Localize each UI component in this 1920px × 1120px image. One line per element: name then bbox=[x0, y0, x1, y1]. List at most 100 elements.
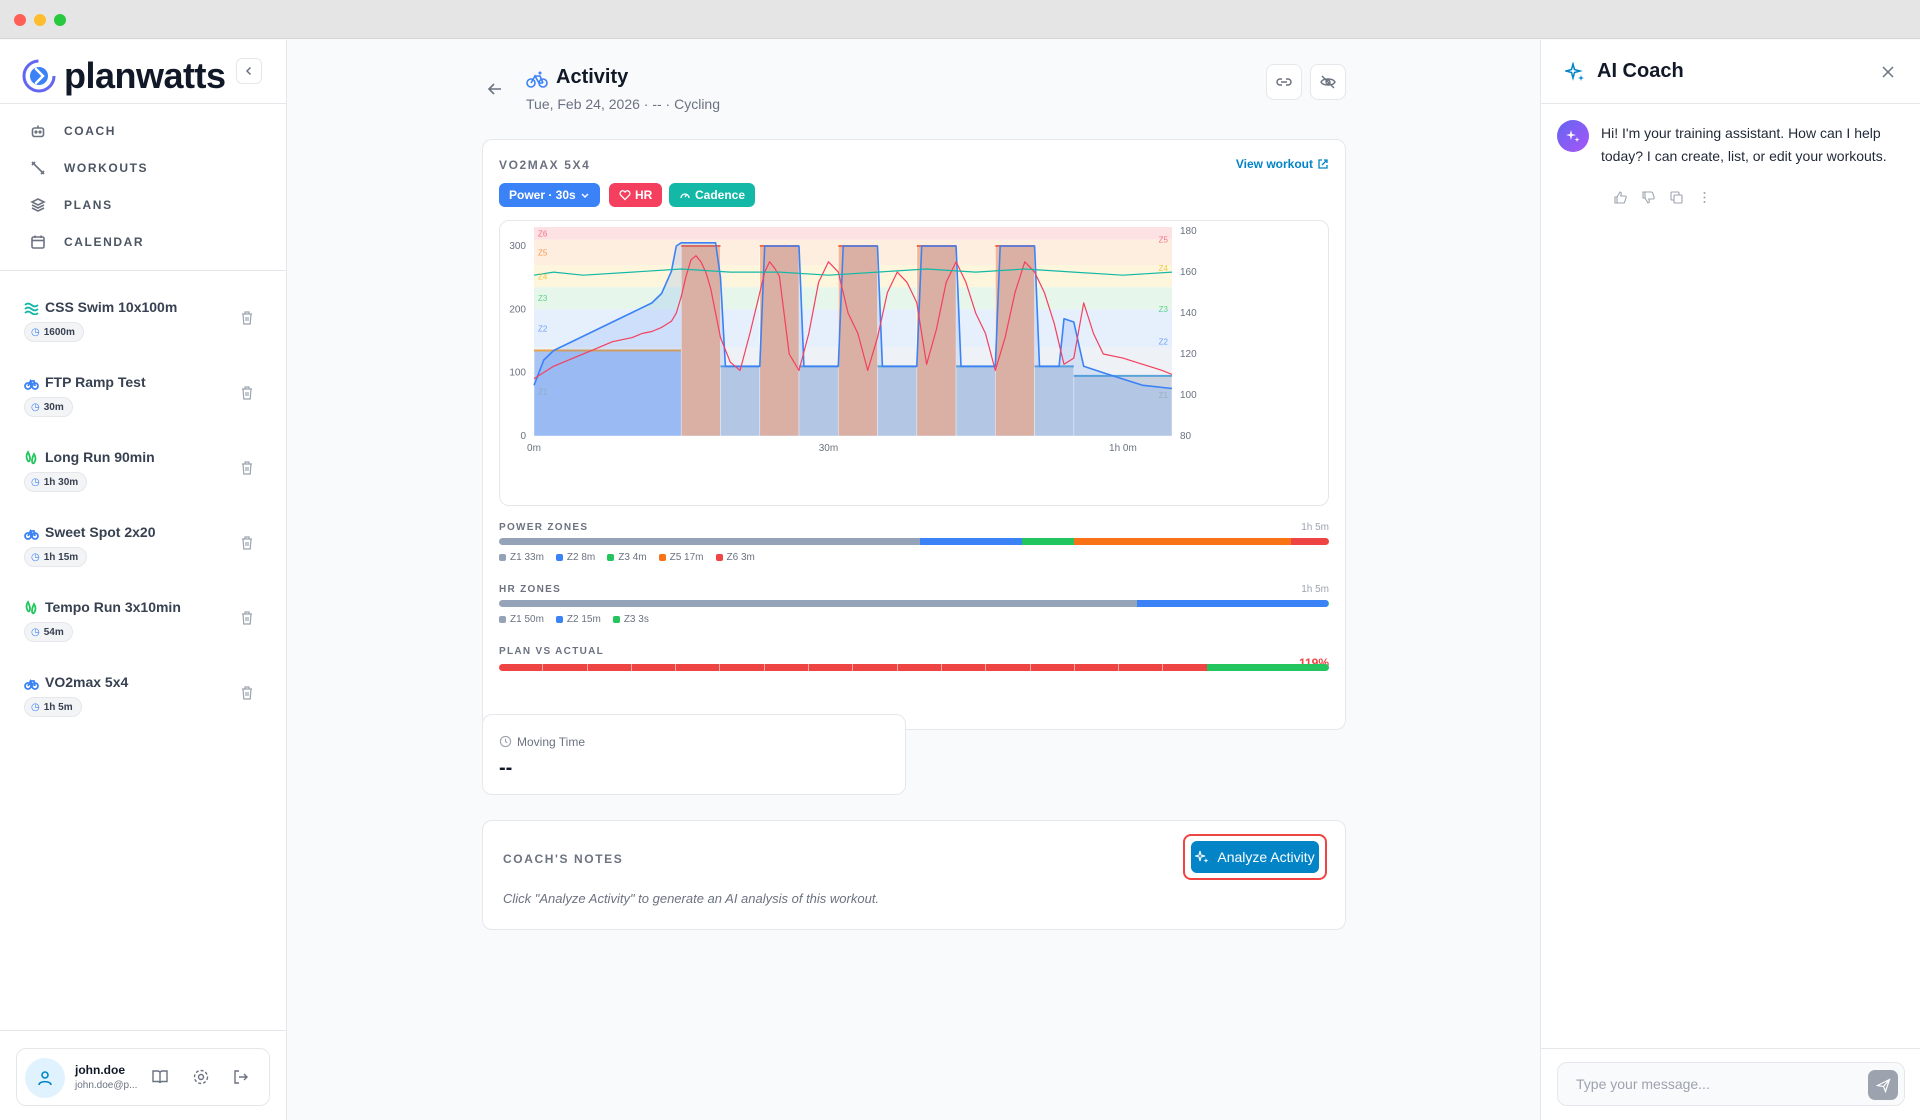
bicycle-icon bbox=[24, 678, 39, 690]
user-icon bbox=[38, 1071, 52, 1086]
minimize-window-button[interactable] bbox=[34, 14, 46, 26]
y-right-tick-label: 140 bbox=[1180, 308, 1197, 319]
zone-swatch bbox=[555, 554, 563, 561]
nav-item-plans[interactable]: PLANS bbox=[30, 186, 270, 223]
nav-item-calendar[interactable]: CALENDAR bbox=[30, 223, 270, 260]
trash-icon[interactable] bbox=[240, 685, 254, 701]
user-card: john.doe john.doe@p... bbox=[16, 1048, 270, 1106]
divider bbox=[1541, 1048, 1920, 1049]
y-right-tick-label: 120 bbox=[1180, 349, 1197, 360]
send-button[interactable] bbox=[1868, 1070, 1898, 1100]
collapse-sidebar-button[interactable] bbox=[236, 58, 262, 84]
bot-avatar bbox=[1557, 120, 1589, 152]
planned-step-block bbox=[955, 366, 996, 437]
zone-segment-z3 bbox=[1022, 538, 1074, 545]
zone-legend-label: Z6 3m bbox=[726, 552, 755, 563]
trash-icon[interactable] bbox=[240, 535, 254, 551]
ai-coach-panel: AI Coach Hi! I'm your training assistant… bbox=[1540, 40, 1920, 1120]
thumbs-down-icon[interactable] bbox=[1641, 190, 1656, 205]
gear-icon[interactable] bbox=[192, 1068, 210, 1086]
link-icon bbox=[1276, 78, 1292, 86]
zone-legend-label: Z3 3s bbox=[623, 614, 649, 625]
maximize-window-button[interactable] bbox=[54, 14, 66, 26]
plan-step-over bbox=[986, 664, 1031, 671]
zone-legend-item: Z3 4m bbox=[607, 552, 647, 563]
nav-item-coach[interactable]: COACH bbox=[30, 112, 270, 149]
plan-step-over bbox=[676, 664, 721, 671]
zone-swatch bbox=[499, 554, 506, 561]
brand[interactable]: planwatts bbox=[22, 52, 226, 100]
nav-item-label: COACH bbox=[64, 123, 116, 138]
zone-legend-item: Z3 3s bbox=[612, 614, 649, 625]
logout-icon[interactable] bbox=[232, 1068, 250, 1086]
workout-item[interactable]: Long Run 90min ◷ 1h 30m bbox=[24, 446, 264, 521]
zone-legend-label: Z2 8m bbox=[566, 552, 596, 563]
zone-legend-item: Z1 50m bbox=[499, 614, 544, 625]
message-input[interactable] bbox=[1558, 1063, 1858, 1105]
divider bbox=[0, 270, 287, 271]
zone-legend-item: Z5 17m bbox=[658, 552, 704, 563]
duration-badge: ◷ 1h 15m bbox=[24, 547, 88, 567]
nav-item-label: CALENDAR bbox=[64, 234, 145, 249]
thumbs-up-icon[interactable] bbox=[1613, 190, 1628, 205]
nav-item-workouts[interactable]: WORKOUTS bbox=[30, 149, 270, 186]
trash-icon[interactable] bbox=[240, 610, 254, 626]
avatar[interactable] bbox=[25, 1058, 65, 1098]
copy-link-button[interactable] bbox=[1266, 64, 1302, 100]
more-options-icon[interactable] bbox=[1697, 190, 1712, 205]
plan-step-over bbox=[941, 664, 987, 671]
zone-segment-z6 bbox=[1290, 538, 1329, 545]
book-icon[interactable] bbox=[151, 1068, 169, 1086]
view-workout-link[interactable]: View workout bbox=[1236, 157, 1329, 171]
workout-item[interactable]: Tempo Run 3x10min ◷ 54m bbox=[24, 596, 264, 671]
trash-icon[interactable] bbox=[240, 460, 254, 476]
trash-icon[interactable] bbox=[240, 310, 254, 326]
hr-zones-label: HR ZONES bbox=[499, 584, 562, 595]
bicycle-icon bbox=[24, 528, 39, 540]
hide-button[interactable] bbox=[1310, 64, 1346, 100]
planned-step-block bbox=[995, 245, 1035, 437]
page-title: Activity bbox=[556, 66, 629, 88]
workout-item-title: FTP Ramp Test bbox=[24, 371, 264, 393]
footprints-icon bbox=[25, 599, 37, 614]
workout-item[interactable]: FTP Ramp Test ◷ 30m bbox=[24, 371, 264, 446]
plan-step-over bbox=[853, 664, 898, 671]
power-zones-bar bbox=[499, 538, 1329, 545]
hr-toggle[interactable]: HR bbox=[609, 183, 663, 207]
activity-chart[interactable]: 0 100 200 300 80 100 120 140 160 180 0m 30m 1h 0m Z6 Z… bbox=[499, 220, 1329, 506]
trash-icon[interactable] bbox=[240, 385, 254, 401]
back-arrow-icon[interactable] bbox=[486, 80, 504, 98]
power-toggle[interactable]: Power · 30s bbox=[499, 183, 600, 207]
user-email: john.doe@p... bbox=[75, 1080, 138, 1091]
swim-icon bbox=[24, 302, 39, 315]
timer-icon: ◷ bbox=[31, 476, 40, 488]
y-left-tick-label: 100 bbox=[509, 368, 526, 379]
workout-item-label: Long Run 90min bbox=[45, 449, 155, 465]
planned-step-block bbox=[798, 366, 839, 437]
zone-legend-label: Z5 17m bbox=[669, 552, 704, 563]
power-zones-legend: Z1 33m Z2 8m Z3 4m Z5 17m Z6 3m bbox=[499, 552, 767, 563]
analyze-activity-button[interactable]: Analyze Activity bbox=[1191, 841, 1319, 873]
user-name: john.doe bbox=[75, 1063, 125, 1077]
workout-item[interactable]: VO2max 5x4 ◷ 1h 5m bbox=[24, 671, 264, 746]
y-left-tick-label: 200 bbox=[509, 304, 526, 315]
planned-step-block bbox=[680, 245, 721, 437]
zone-legend-label: Z1 50m bbox=[510, 614, 544, 625]
chevron-down-icon bbox=[581, 193, 589, 198]
close-icon[interactable] bbox=[1881, 65, 1895, 79]
zone-swatch bbox=[607, 554, 615, 561]
plan-step-over bbox=[809, 664, 854, 671]
cadence-series-line bbox=[533, 268, 1173, 276]
workout-item[interactable]: Sweet Spot 2x20 ◷ 1h 15m bbox=[24, 521, 264, 596]
duration-value: 1h 15m bbox=[43, 551, 79, 563]
copy-icon[interactable] bbox=[1669, 190, 1684, 205]
timer-icon: ◷ bbox=[31, 626, 40, 638]
sparkles-icon bbox=[1195, 850, 1209, 863]
duration-badge: ◷ 1h 30m bbox=[24, 472, 88, 492]
bicycle-icon bbox=[526, 71, 548, 88]
workout-item[interactable]: CSS Swim 10x100m ◷ 1600m bbox=[24, 296, 264, 371]
cadence-toggle[interactable]: Cadence bbox=[669, 183, 756, 207]
close-window-button[interactable] bbox=[14, 14, 26, 26]
right-zone-label: Z3 bbox=[1159, 305, 1169, 314]
workout-item-title: Tempo Run 3x10min bbox=[24, 596, 264, 618]
